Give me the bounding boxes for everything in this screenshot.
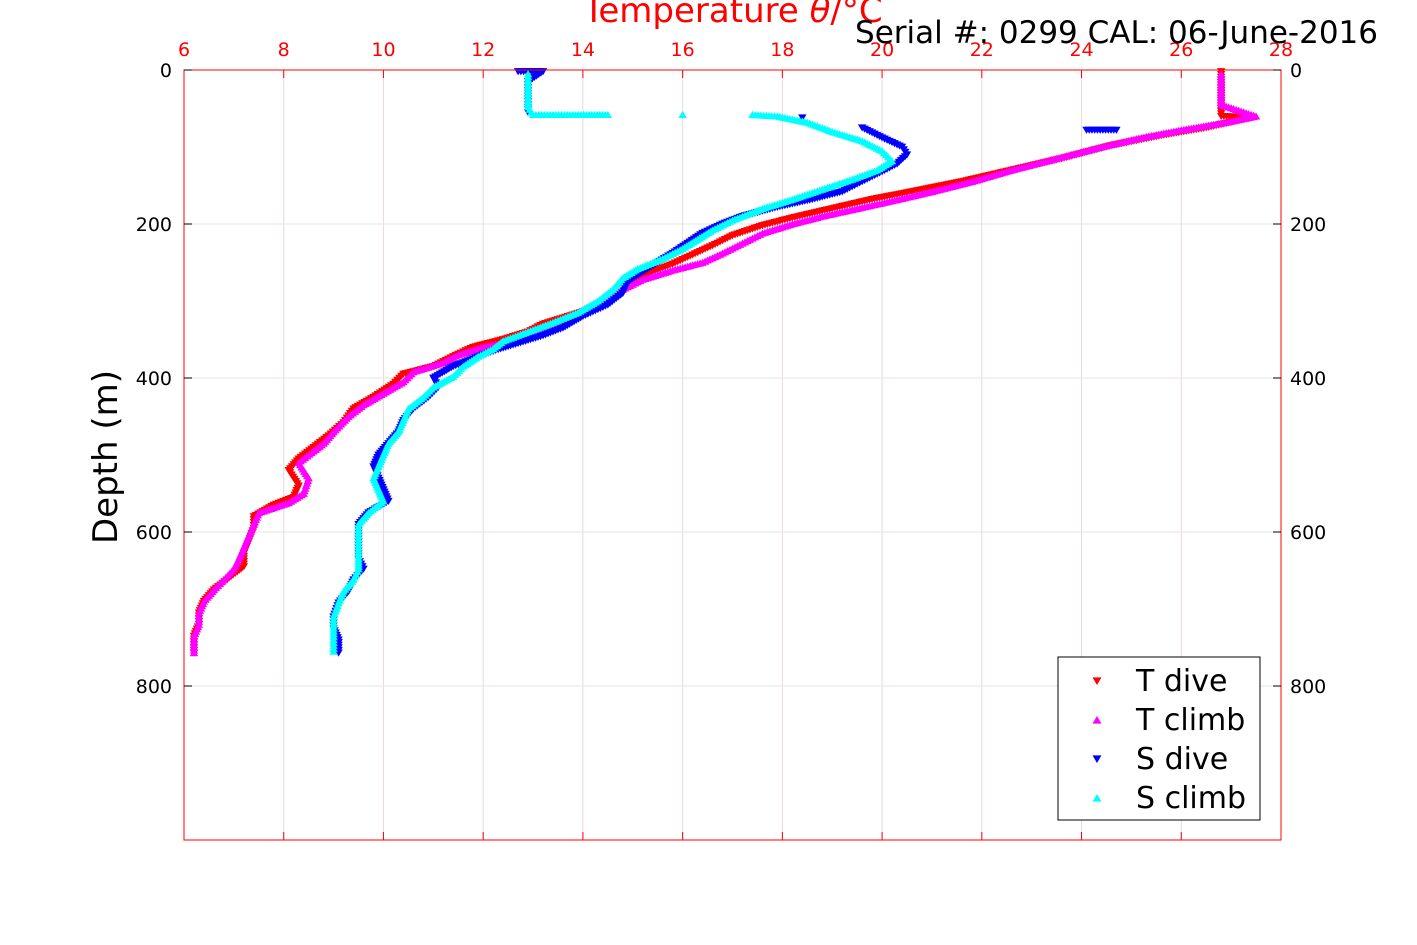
legend-label: T dive: [1135, 664, 1227, 699]
y-tick-label-right: 400: [1290, 368, 1326, 390]
x-tick-label: 14: [571, 39, 595, 61]
data-point: [678, 110, 687, 119]
y-tick-label-right: 600: [1290, 522, 1326, 544]
x-tick-label: 26: [1169, 39, 1193, 61]
legend-items: T dive T climb S dive S climb: [1092, 664, 1246, 816]
legend-label: T climb: [1135, 703, 1245, 738]
y-tick-labels-right: 0 200 400 600 800: [1290, 60, 1326, 698]
tick-marks: [183, 69, 1282, 840]
legend-marker: [1092, 677, 1102, 686]
y-tick-label-left: 600: [136, 522, 172, 544]
data-point: [329, 647, 338, 655]
data-point: [1112, 126, 1121, 134]
y-tick-label-right: 200: [1290, 214, 1326, 236]
legend-label: S climb: [1136, 781, 1246, 816]
y-tick-label-left: 400: [136, 368, 172, 390]
series-t-climb: [189, 70, 1261, 657]
x-tick-label: 28: [1269, 39, 1293, 61]
y-tick-label-left: 800: [136, 676, 172, 698]
y-tick-label-right: 800: [1290, 676, 1326, 698]
serial-annotation: Serial #: 0299 CAL: 06-June-2016: [855, 15, 1378, 51]
x-tick-label: 20: [870, 39, 894, 61]
legend: T dive T climb S dive S climb: [1057, 656, 1261, 821]
x-axis-title-symbol: θ: [810, 0, 831, 31]
y-tick-label-left: 200: [136, 214, 172, 236]
data-point: [189, 649, 199, 657]
x-tick-label: 8: [278, 39, 290, 61]
x-tick-label: 16: [671, 39, 695, 61]
y-tick-label-right: 0: [1290, 60, 1302, 82]
legend-marker: [1092, 715, 1102, 724]
y-axis-title: Depth (m): [86, 370, 126, 544]
y-tick-labels-left: 0 200 400 600 800: [136, 60, 172, 698]
legend-marker: [1092, 793, 1102, 802]
x-tick-label: 22: [970, 39, 994, 61]
x-tick-label: 10: [371, 39, 395, 61]
legend-label: S dive: [1136, 742, 1228, 777]
x-tick-label: 6: [178, 39, 190, 61]
series-layer: [189, 68, 1261, 657]
legend-marker: [1092, 755, 1102, 764]
x-tick-label: 24: [1069, 39, 1093, 61]
x-tick-label: 18: [770, 39, 794, 61]
plot-frame: [183, 69, 1282, 841]
x-tick-labels: 6 8 10 12 14 16 18 20 22 24 26 28: [178, 39, 1293, 61]
x-axis-title-unit: /°C: [830, 0, 882, 31]
y-tick-label-left: 0: [160, 60, 172, 82]
x-tick-label: 12: [471, 39, 495, 61]
x-axis-title-prefix: Temperature: [582, 0, 809, 31]
legend-box: [1057, 656, 1261, 821]
x-axis-title: Temperature θ/°C: [582, 0, 882, 31]
series-s-climb: [329, 70, 897, 655]
data-point: [603, 110, 613, 119]
